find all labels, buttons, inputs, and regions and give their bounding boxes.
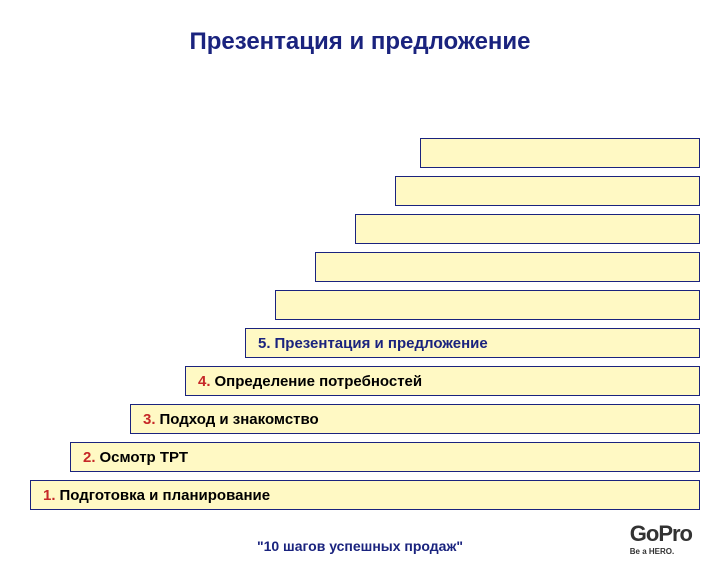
- step-1: 1.Подготовка и планирование: [30, 480, 700, 510]
- step-2: 2.Осмотр ТРТ: [70, 442, 700, 472]
- step-9: [395, 176, 700, 206]
- step-3: 3.Подход и знакомство: [130, 404, 700, 434]
- step-6: [275, 290, 700, 320]
- step-7: [315, 252, 700, 282]
- step-number: 5.: [258, 335, 271, 352]
- step-8: [355, 214, 700, 244]
- gopro-logo: GoPro Be a HERO.: [630, 521, 692, 556]
- step-label: Презентация и предложение: [275, 335, 488, 352]
- step-number: 2.: [83, 449, 96, 466]
- step-label: Подготовка и планирование: [60, 487, 271, 504]
- logo-tagline: Be a HERO.: [630, 547, 692, 556]
- logo-main-text: GoPro: [630, 521, 692, 547]
- step-5: 5.Презентация и предложение: [245, 328, 700, 358]
- step-10: [420, 138, 700, 168]
- step-label: Подход и знакомство: [160, 411, 319, 428]
- step-number: 3.: [143, 411, 156, 428]
- step-number: 4.: [198, 373, 211, 390]
- step-label: Определение потребностей: [215, 373, 423, 390]
- step-4: 4.Определение потребностей: [185, 366, 700, 396]
- slide-title: Презентация и предложение: [0, 28, 720, 56]
- step-label: Осмотр ТРТ: [100, 449, 189, 466]
- step-number: 1.: [43, 487, 56, 504]
- footer-caption: "10 шагов успешных продаж": [0, 538, 720, 554]
